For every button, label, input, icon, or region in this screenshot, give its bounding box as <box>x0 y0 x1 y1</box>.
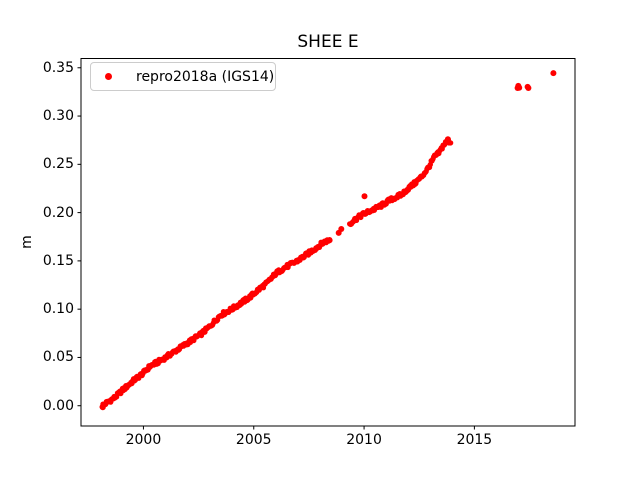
data-point <box>525 85 532 91</box>
x-tick-label-2010: 2010 <box>346 432 382 448</box>
data-point <box>338 226 345 232</box>
y-tick-label-0.35: 0.35 <box>42 59 74 76</box>
y-tick-label-0.25: 0.25 <box>42 156 74 173</box>
x-tick-label-2015: 2015 <box>456 432 493 448</box>
data-point <box>327 237 333 243</box>
legend-label: repro2018a (IGS14) <box>136 68 275 85</box>
legend-red-dot-icon <box>105 73 112 80</box>
scatter-series <box>99 70 557 411</box>
data-point <box>99 404 106 411</box>
data-point <box>444 136 451 143</box>
x-tick-label-2000: 2000 <box>125 432 162 448</box>
y-tick-label-0.20: 0.20 <box>42 204 74 221</box>
chart-title: SHEE E <box>297 32 359 52</box>
y-tick-label-0.15: 0.15 <box>42 252 74 269</box>
data-point <box>361 193 368 200</box>
y-tick-label-0.10: 0.10 <box>42 301 74 318</box>
legend: repro2018a (IGS14) <box>90 62 276 91</box>
y-tick-label-0.30: 0.30 <box>42 108 74 125</box>
y-tick-label-0.05: 0.05 <box>42 349 74 366</box>
y-tick-label-0.00: 0.00 <box>42 397 74 414</box>
data-point <box>550 70 557 77</box>
x-tick-label-2005: 2005 <box>235 432 272 448</box>
data-point <box>516 84 523 91</box>
axes-frame <box>80 58 576 427</box>
